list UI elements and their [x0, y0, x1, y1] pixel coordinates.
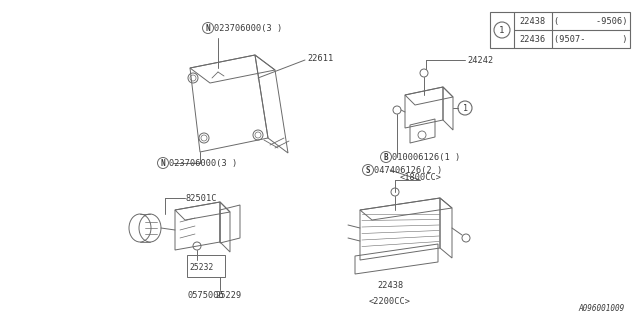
Text: S: S — [365, 165, 371, 174]
Text: 1: 1 — [499, 26, 505, 35]
Bar — [490, 12, 630, 48]
Text: 25232: 25232 — [189, 263, 213, 273]
Text: 82501C: 82501C — [186, 194, 218, 203]
Text: 22611: 22611 — [307, 53, 333, 62]
Text: (9507-       ): (9507- ) — [554, 35, 628, 44]
Text: A096001009: A096001009 — [579, 304, 625, 313]
Bar — [187, 255, 225, 277]
Text: <2200CC>: <2200CC> — [369, 298, 411, 307]
Text: 25229: 25229 — [215, 291, 241, 300]
Text: (       -9506): ( -9506) — [554, 17, 628, 26]
Text: B: B — [384, 153, 388, 162]
Text: 22438: 22438 — [520, 17, 546, 26]
Text: 1: 1 — [463, 103, 467, 113]
Text: <1800CC>: <1800CC> — [400, 172, 442, 181]
Text: 22436: 22436 — [520, 35, 546, 44]
Text: 22438: 22438 — [377, 281, 403, 290]
Text: 023706000(3 ): 023706000(3 ) — [169, 158, 237, 167]
Text: N: N — [161, 158, 165, 167]
Text: 0575006: 0575006 — [187, 291, 224, 300]
Text: 010006126(1 ): 010006126(1 ) — [392, 153, 460, 162]
Text: 24242: 24242 — [467, 55, 493, 65]
Text: 047406126(2 ): 047406126(2 ) — [374, 165, 442, 174]
Text: N: N — [205, 23, 211, 33]
Text: 023706000(3 ): 023706000(3 ) — [214, 23, 282, 33]
